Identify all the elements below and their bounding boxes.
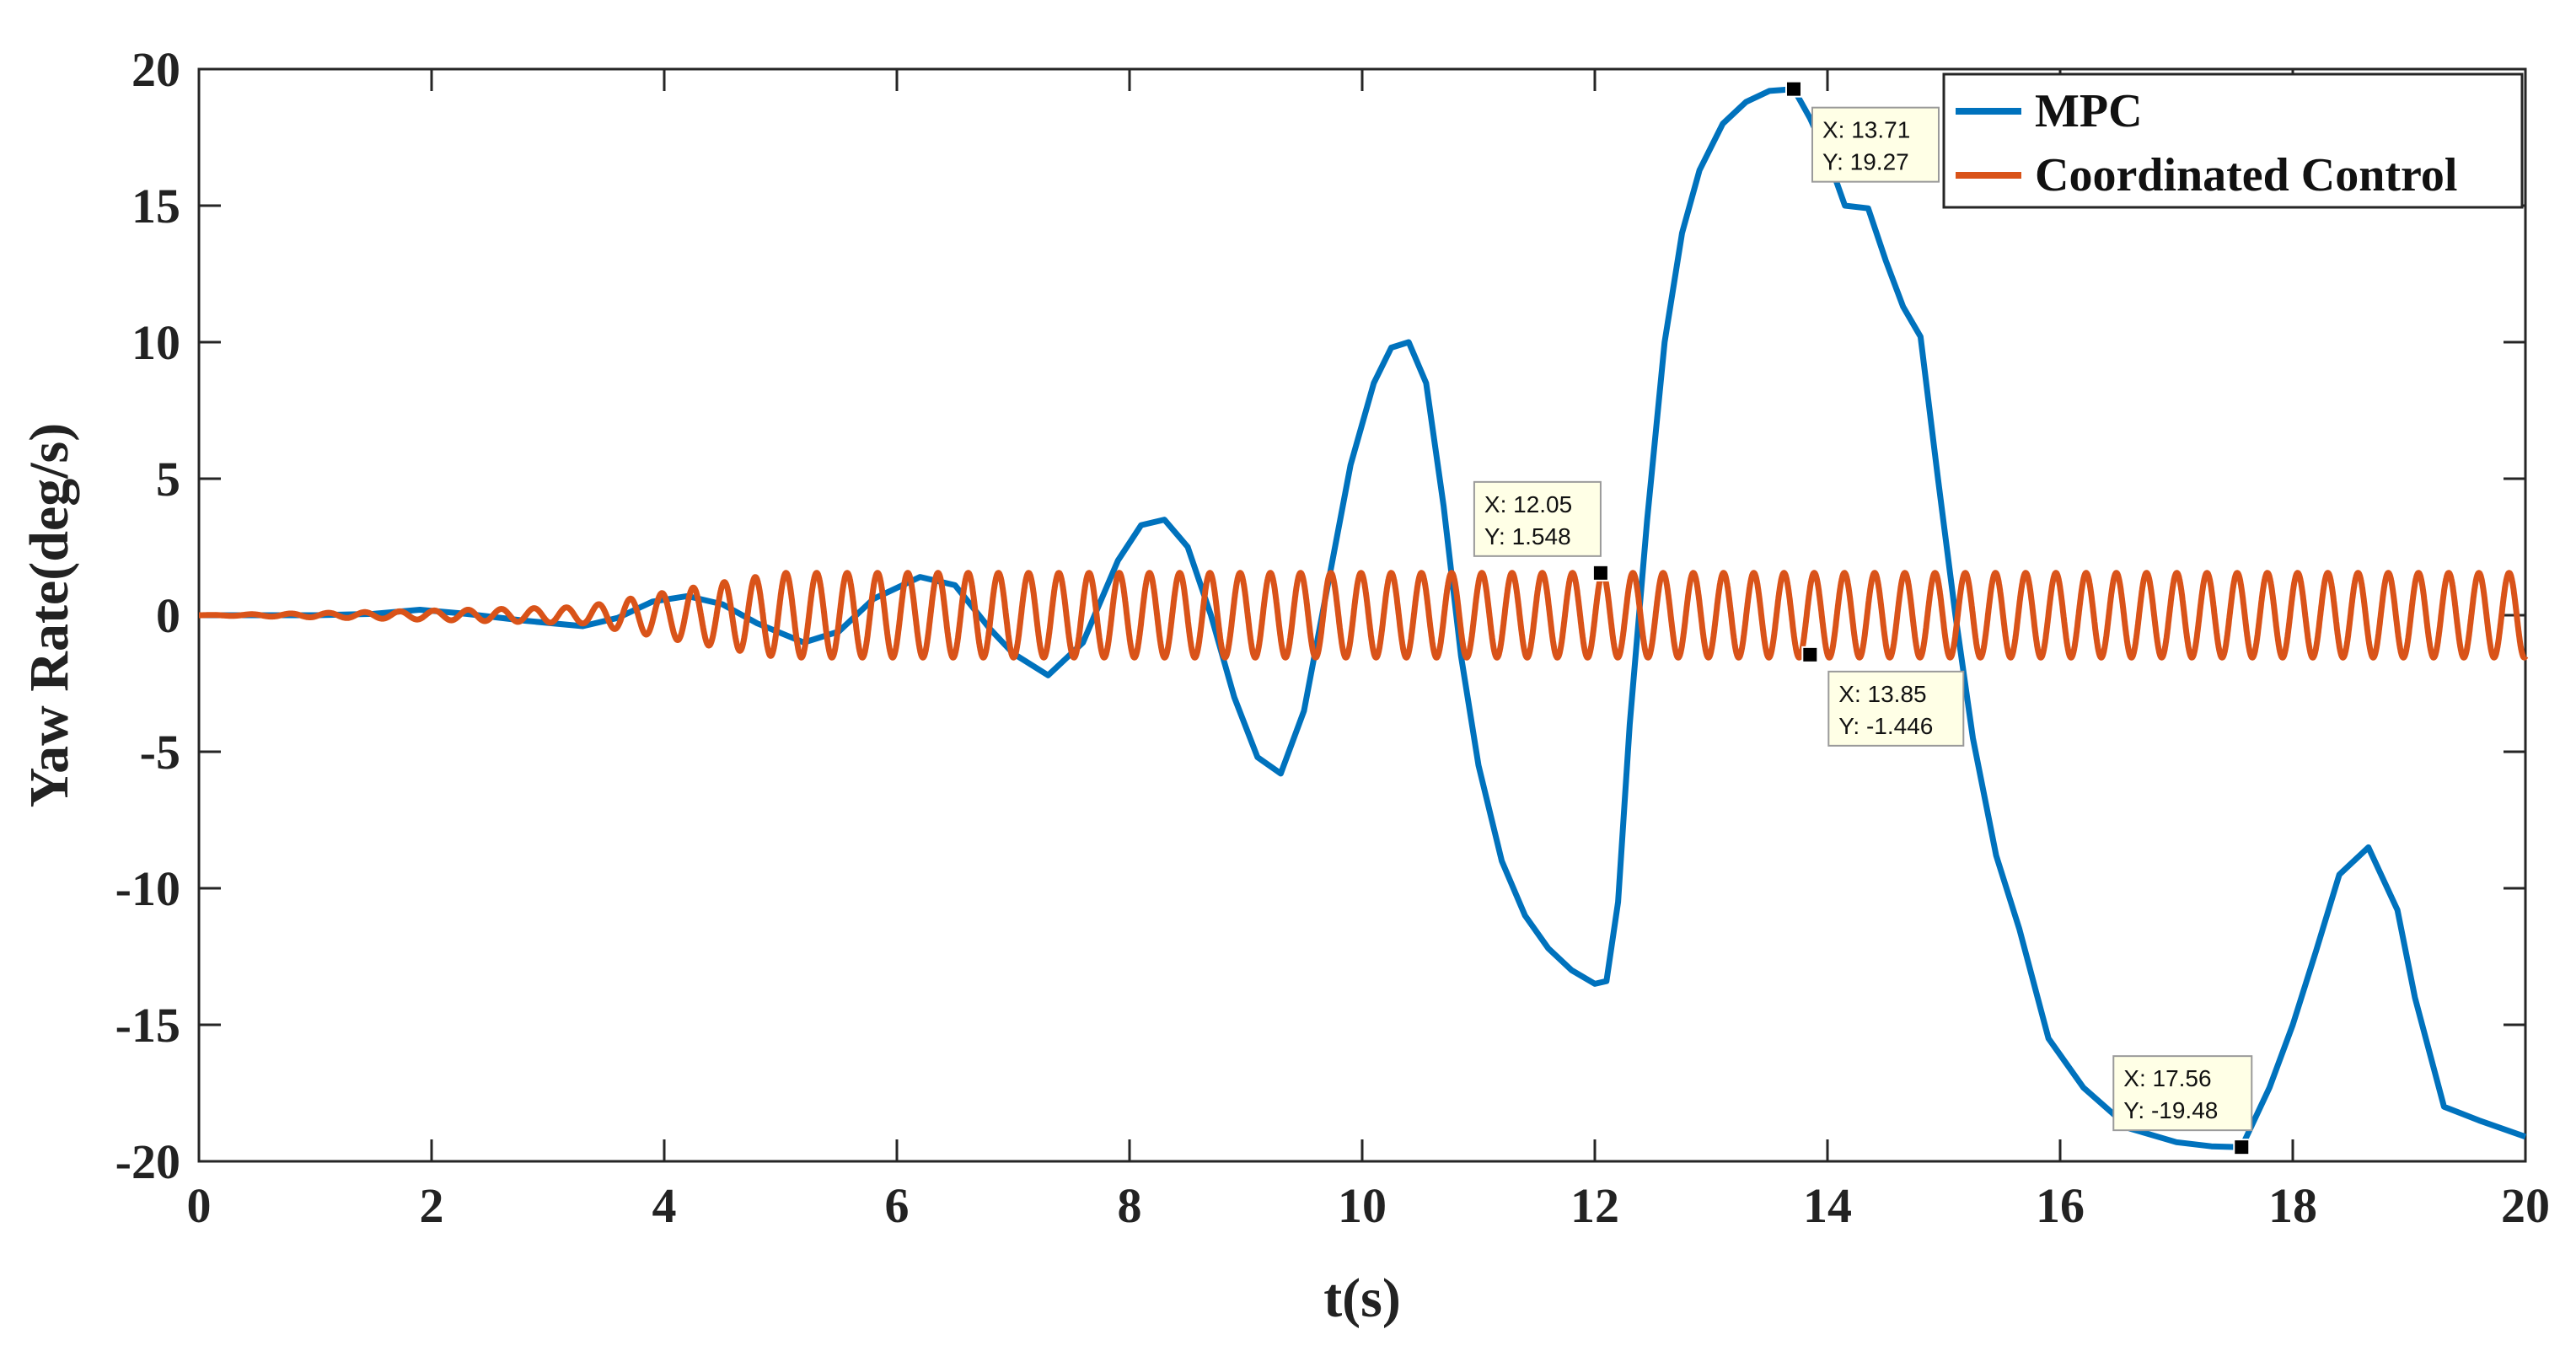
y-tick-label: 15 [131, 179, 180, 233]
y-tick-label: 10 [131, 315, 180, 370]
x-tick-label: 2 [420, 1178, 444, 1233]
y-tick-label: 5 [156, 452, 180, 506]
data-tips: X: 13.71 Y: 19.27 X: 12.05 Y: 1.548 X: 13.85… [1473, 80, 2253, 1156]
data-tip: X: 12.05 Y: 1.548 [1473, 480, 1609, 582]
data-tip: X: 17.56 Y: -19.48 [2112, 1055, 2253, 1156]
data-tip-marker [1784, 80, 1802, 98]
data-tip-box [1827, 670, 1965, 747]
legend-label: MPC [2035, 85, 2143, 137]
data-tip: X: 13.85 Y: -1.446 [1801, 646, 1965, 747]
legend-box [1942, 72, 2524, 209]
data-tip-marker [2233, 1139, 2251, 1156]
data-tip-x: X: 13.71 [1822, 117, 1910, 143]
x-tick-label: 4 [652, 1178, 677, 1233]
series-line-coordinated-control [196, 570, 2529, 661]
data-tip-x: X: 12.05 [1484, 491, 1572, 517]
data-tip-box [1473, 480, 1602, 557]
x-tick-label: 10 [1338, 1178, 1387, 1233]
x-tick-label: 18 [2268, 1178, 2317, 1233]
data-tip: X: 13.71 Y: 19.27 [1784, 80, 1940, 183]
data-tip-y: Y: -1.446 [1838, 713, 1933, 739]
axes-frame [197, 67, 2527, 1163]
x-tick-label: 20 [2501, 1178, 2550, 1233]
data-tip-marker [1801, 646, 1819, 663]
y-tick-label: 0 [156, 588, 180, 643]
plot-area [196, 86, 2529, 1150]
y-tick-label: -10 [115, 861, 180, 916]
y-tick-label: -5 [140, 725, 180, 780]
x-tick-label: 8 [1118, 1178, 1142, 1233]
legend: MPC Coordinated Control [1942, 72, 2524, 209]
axes-box [197, 67, 2527, 1163]
series-line-mpc [199, 86, 2527, 1150]
data-tip-y: Y: 19.27 [1822, 149, 1909, 175]
data-tip-box [1811, 106, 1940, 183]
data-tip-x: X: 17.56 [2123, 1065, 2211, 1091]
x-tick-label: 12 [1570, 1178, 1619, 1233]
legend-label: Coordinated Control [2035, 149, 2457, 201]
y-tick-label: -15 [115, 998, 180, 1053]
y-tick-label: 20 [131, 42, 180, 97]
y-axis-label: Yaw Rate(deg/s) [19, 423, 80, 807]
y-tick-label: -20 [115, 1134, 180, 1189]
x-tick-label: 14 [1803, 1178, 1852, 1233]
x-tick-label: 6 [885, 1178, 910, 1233]
data-tip-box [2112, 1055, 2253, 1132]
data-tip-marker [1591, 564, 1609, 582]
data-tip-y: Y: -19.48 [2123, 1097, 2218, 1123]
x-tick-label: 0 [187, 1178, 212, 1233]
x-tick-label: 16 [2036, 1178, 2085, 1233]
data-tip-y: Y: 1.548 [1484, 523, 1571, 549]
x-axis-label: t(s) [1323, 1268, 1401, 1329]
axis-ticks: 0 2 4 6 8 10 12 14 16 18 20 -20 -15 -10 -5 0 5 10 15 20 [115, 42, 2550, 1233]
data-tip-x: X: 13.85 [1838, 681, 1926, 707]
